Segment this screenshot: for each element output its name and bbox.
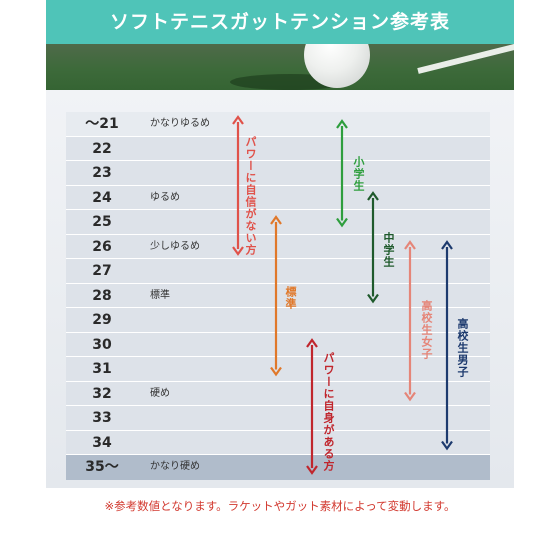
range-label: パワーに自身がある方 [322,352,335,472]
double-arrow-icon [232,115,244,256]
tension-label: かなり硬め [150,461,200,472]
tension-value: 27 [92,263,112,279]
table-row: 25 [66,210,490,235]
table-row: 29 [66,308,490,333]
tension-value: 28 [92,287,112,304]
range-label: 高校生男子 [456,318,469,378]
page-title: ソフトテニスガットテンション参考表 [109,11,450,33]
tennis-court-photo [46,44,514,90]
tension-value: 32 [92,385,112,402]
tension-value: ～21 [85,116,119,132]
arrow-weak-power [230,115,246,256]
double-arrow-icon [441,239,453,450]
double-arrow-icon [306,337,318,475]
arrow-junior-high [365,190,381,303]
tension-value: 30 [92,336,112,353]
tension-label: 標準 [150,289,170,301]
tension-label: かなりゆるめ [150,118,210,129]
table-row: 33 [66,406,490,431]
double-arrow-icon [404,239,416,401]
table-row: 23 [66,161,490,186]
tension-value: 23 [92,165,112,181]
range-label: 小学生 [352,156,365,192]
tension-value: 24 [92,189,112,206]
table-row: 22 [66,136,490,161]
tension-value: 35～ [85,459,119,475]
double-arrow-icon [270,215,282,377]
court-line [417,44,514,74]
tension-value: 26 [92,238,112,255]
tension-label: 少しゆるめ [150,240,200,252]
table-row: 31 [66,357,490,382]
arrow-hs-boys [439,239,455,450]
table-row: 30 [66,332,490,357]
arrow-elementary [334,119,350,228]
tension-label: ゆるめ [150,191,180,203]
table-row: 24 ゆるめ [66,185,490,210]
title-banner: ソフトテニスガットテンション参考表 [46,0,514,44]
range-label: 標準 [284,286,297,310]
range-label: 中学生 [382,232,395,268]
table-row: 34 [66,430,490,455]
range-label: パワーに自信がない方 [244,136,257,256]
tension-label: 硬め [150,387,170,399]
table-row: 27 [66,259,490,284]
table-row: 35～ かなり硬め [66,455,490,480]
arrow-standard [268,215,284,377]
tension-value: 34 [92,434,112,451]
table-row: ～21 かなりゆるめ [66,112,490,137]
tension-value: 29 [92,312,112,328]
tension-value: 25 [92,214,112,230]
table-row: 32 硬め [66,381,490,406]
tension-value: 33 [92,410,112,426]
arrow-strong-power [304,337,320,475]
arrow-hs-girls [402,239,418,401]
tension-value: 31 [92,361,112,377]
double-arrow-icon [367,190,379,303]
range-label: 高校生女子 [420,300,433,360]
footnote: ※参考数値となります。ラケットやガット素材によって変動します。 [104,499,456,513]
double-arrow-icon [336,119,348,228]
tension-value: 22 [92,140,112,157]
table-row: 26 少しゆるめ [66,234,490,259]
table-row: 28 標準 [66,283,490,308]
